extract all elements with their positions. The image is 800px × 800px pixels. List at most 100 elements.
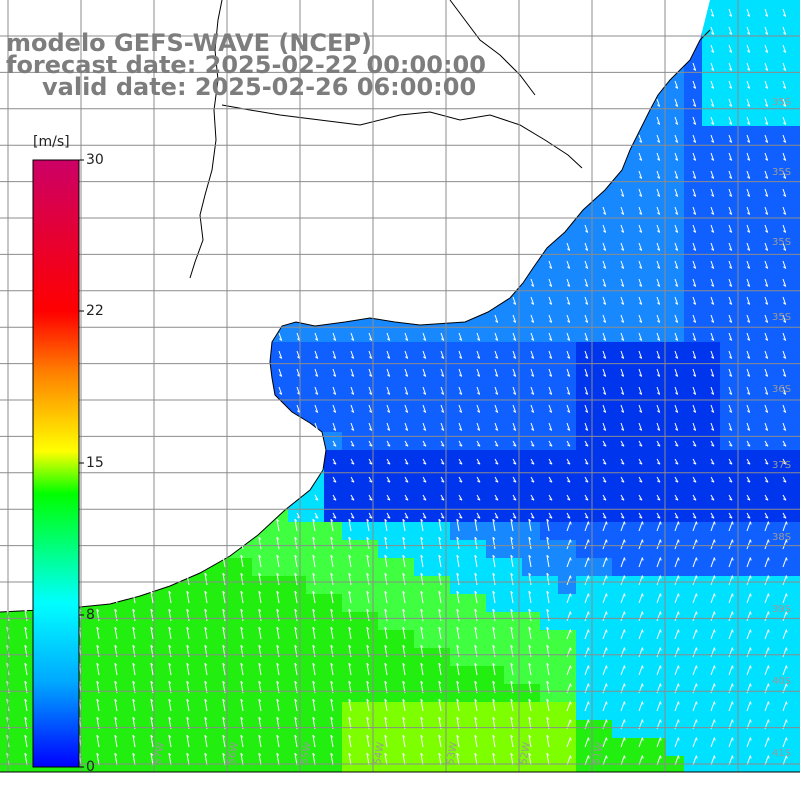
wind-arrow	[312, 519, 316, 532]
wind-arrow	[602, 539, 607, 550]
wind-arrow-head	[384, 680, 388, 684]
wind-arrow-head	[168, 644, 172, 648]
wind-arrow	[350, 422, 355, 431]
wind-arrow	[330, 537, 334, 550]
wind-arrow	[602, 521, 607, 532]
wind-arrow	[296, 386, 301, 395]
wind-arrow-head	[222, 644, 226, 648]
wind-arrow-head	[492, 680, 496, 684]
wind-arrow-head	[729, 356, 733, 359]
wind-arrow-head	[528, 626, 532, 630]
wind-arrow-head	[240, 572, 244, 576]
field-cell	[792, 162, 800, 180]
wind-arrow-head	[240, 680, 244, 684]
wind-arrow	[492, 663, 496, 676]
wind-arrow	[566, 647, 571, 658]
wind-arrow-head	[693, 444, 697, 447]
wind-arrow-head	[456, 518, 460, 522]
wind-arrow-head	[204, 626, 208, 630]
wind-arrow	[312, 627, 316, 640]
wind-arrow	[332, 494, 337, 501]
wind-arrow	[584, 494, 589, 501]
wind-arrow	[512, 332, 517, 341]
wind-arrow-head	[240, 608, 244, 612]
wind-arrow-head	[492, 518, 496, 522]
wind-arrow-head	[585, 498, 589, 501]
wind-arrow	[692, 242, 697, 251]
wind-arrow-head	[222, 662, 226, 666]
wind-arrow	[746, 494, 751, 501]
field-cell	[792, 486, 800, 504]
wind-arrow-head	[420, 572, 424, 576]
wind-arrow-head	[587, 647, 590, 651]
wind-arrow	[294, 717, 298, 730]
wind-arrow-head	[276, 644, 280, 648]
wind-arrow	[366, 591, 370, 604]
wind-arrow	[312, 609, 316, 622]
wind-arrow-head	[569, 647, 572, 651]
wind-arrow-head	[474, 698, 478, 702]
wind-arrow-head	[695, 665, 698, 669]
wind-arrow	[692, 296, 697, 305]
wind-arrow-head	[587, 629, 590, 633]
wind-arrow-head	[585, 428, 589, 431]
wind-arrow-head	[510, 554, 514, 558]
wind-arrow	[476, 422, 481, 431]
wind-arrow	[764, 557, 769, 568]
wind-arrow	[728, 557, 733, 568]
wind-arrow	[746, 458, 751, 465]
wind-arrow	[240, 753, 244, 766]
colorbar-tick-label: 30	[86, 152, 104, 168]
wind-arrow-head	[402, 698, 406, 702]
wind-arrow	[314, 512, 319, 519]
wind-arrow	[168, 591, 172, 604]
wind-arrow-head	[279, 392, 283, 395]
wind-arrow-head	[765, 284, 769, 287]
wind-arrow	[584, 476, 589, 483]
wind-arrow	[764, 521, 769, 532]
wind-arrow	[402, 555, 406, 568]
wind-arrow-head	[348, 716, 352, 720]
wind-arrow	[548, 278, 553, 287]
wind-arrow	[692, 755, 697, 766]
wind-arrow	[620, 512, 625, 519]
wind-arrow-head	[695, 557, 698, 561]
wind-arrow-head	[623, 647, 626, 651]
wind-arrow-head	[675, 122, 679, 125]
wind-arrow	[258, 537, 262, 550]
wind-arrow-head	[405, 428, 409, 431]
wind-arrow-head	[657, 230, 661, 233]
wind-arrow	[438, 573, 442, 586]
wind-arrow-head	[474, 644, 478, 648]
wind-arrow-head	[729, 444, 733, 447]
wind-arrow	[602, 278, 607, 287]
wind-arrow-head	[546, 752, 550, 756]
wind-arrow-head	[351, 428, 355, 431]
wind-arrow-head	[477, 428, 481, 431]
wind-arrow	[492, 609, 496, 622]
wind-arrow	[366, 555, 370, 568]
wind-arrow-head	[531, 338, 535, 341]
latitude-label: 35S	[772, 167, 791, 178]
wind-arrow-head	[369, 356, 373, 359]
wind-arrow	[710, 593, 715, 604]
wind-arrow	[584, 611, 589, 622]
wind-arrow	[710, 98, 715, 107]
wind-arrow-head	[675, 480, 679, 483]
wind-arrow	[150, 717, 154, 730]
wind-arrow	[764, 80, 769, 89]
wind-arrow-head	[711, 158, 715, 161]
wind-arrow-head	[711, 14, 715, 17]
wind-arrow	[404, 368, 409, 377]
wind-arrow	[620, 188, 625, 197]
wind-arrow-head	[657, 356, 661, 359]
wind-arrow-head	[749, 539, 752, 543]
wind-arrow-head	[531, 284, 535, 287]
wind-arrow-head	[749, 701, 752, 705]
wind-arrow	[782, 476, 787, 483]
wind-arrow-head	[729, 480, 733, 483]
wind-arrow	[710, 8, 715, 17]
wind-arrow	[638, 665, 643, 676]
wind-arrow-head	[641, 701, 644, 705]
wind-arrow-head	[783, 410, 787, 413]
